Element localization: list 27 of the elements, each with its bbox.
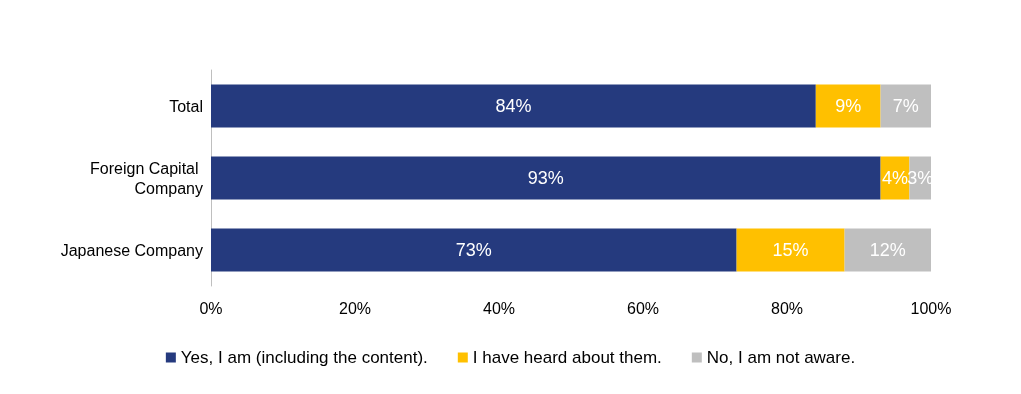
bar [211,84,816,128]
data-label: 12% [869,240,906,260]
data-label: 84% [495,96,532,116]
x-tick-label: 0% [199,299,223,317]
bar [880,84,931,128]
data-label: 93% [527,168,564,188]
data-label: 73% [455,240,492,260]
data-label: 7% [892,96,919,116]
data-label: 15% [772,240,809,260]
x-tick-label: 100% [910,299,952,317]
bar [211,156,881,200]
y-tick-label: Japanese Company [60,241,203,259]
bar [815,84,881,128]
bar [844,228,931,272]
legend-label: Yes, I am (including the content). [180,348,428,367]
y-tick-label: Total [169,97,203,115]
data-label: 9% [835,96,862,116]
x-tick-label: 60% [626,299,660,317]
x-tick-label: 80% [770,299,804,317]
bar [211,228,737,272]
data-label: 4% [881,168,909,188]
bar [736,228,845,272]
x-tick-label: 40% [482,299,516,317]
y-tick-label: Foreign Capital Company [90,159,203,197]
legend-label: I have heard about them. [472,348,662,367]
legend-label: No, I am not aware. [706,348,856,367]
x-tick-label: 20% [338,299,372,317]
